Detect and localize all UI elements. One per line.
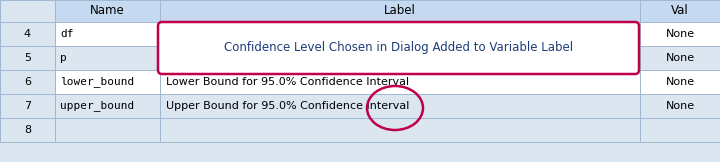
Bar — [640, 22, 720, 46]
Bar — [160, 118, 640, 142]
Text: upper_bound: upper_bound — [60, 101, 134, 111]
Bar — [160, 46, 640, 70]
Text: None: None — [665, 29, 695, 39]
Bar — [640, 46, 720, 70]
Text: p: p — [60, 53, 67, 63]
Text: Lower Bound for 95.0% Confidence Interval: Lower Bound for 95.0% Confidence Interva… — [166, 77, 409, 87]
Text: Name: Name — [90, 5, 125, 17]
Text: 4: 4 — [24, 29, 31, 39]
Text: None: None — [665, 101, 695, 111]
Bar — [55, 0, 160, 22]
Bar — [55, 94, 160, 118]
Bar — [55, 118, 160, 142]
Text: 6: 6 — [24, 77, 31, 87]
Bar — [0, 46, 55, 70]
Bar — [0, 94, 55, 118]
Bar — [160, 22, 640, 46]
Bar — [160, 94, 640, 118]
Bar — [0, 118, 55, 142]
Bar — [55, 22, 160, 46]
Bar — [0, 0, 55, 22]
Text: lower_bound: lower_bound — [60, 77, 134, 87]
Bar — [640, 70, 720, 94]
FancyBboxPatch shape — [158, 22, 639, 74]
Text: 8: 8 — [24, 125, 31, 135]
Text: None: None — [665, 77, 695, 87]
Text: None: None — [665, 53, 695, 63]
Text: Confidence Level Chosen in Dialog Added to Variable Label: Confidence Level Chosen in Dialog Added … — [224, 41, 573, 54]
Bar — [160, 70, 640, 94]
Text: 5: 5 — [24, 53, 31, 63]
Text: Val: Val — [671, 5, 689, 17]
Text: df: df — [60, 29, 73, 39]
Bar — [640, 0, 720, 22]
Bar — [0, 70, 55, 94]
Bar — [55, 46, 160, 70]
Bar — [640, 118, 720, 142]
Text: Label: Label — [384, 5, 416, 17]
Text: 7: 7 — [24, 101, 31, 111]
Text: Upper Bound for 95.0% Confidence Interval: Upper Bound for 95.0% Confidence Interva… — [166, 101, 410, 111]
Bar — [160, 0, 640, 22]
Bar — [0, 22, 55, 46]
Bar — [640, 94, 720, 118]
Bar — [55, 70, 160, 94]
